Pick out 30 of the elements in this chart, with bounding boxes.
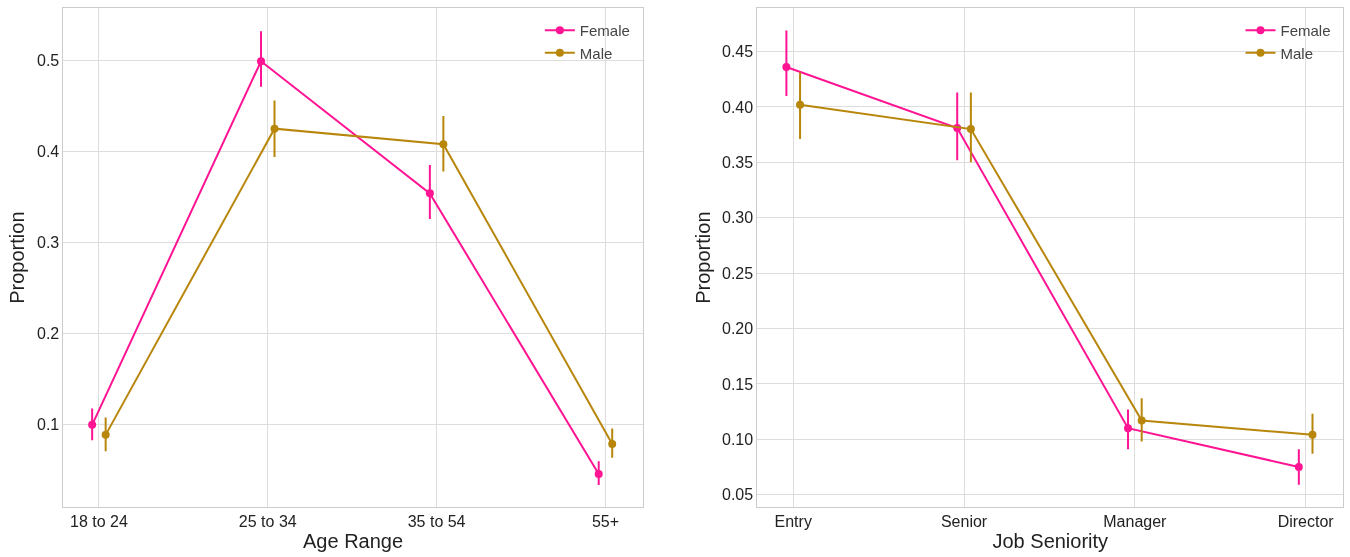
y-tick-label: 0.30	[722, 209, 754, 227]
y-axis-title: Proportion	[6, 211, 29, 304]
y-tick-label: 0.10	[722, 430, 754, 448]
y-tick-label: 0.4	[37, 143, 60, 161]
y-axis-title: Proportion	[691, 211, 714, 304]
y-tick-label: 0.25	[722, 264, 754, 282]
y-tick-label: 0.3	[37, 234, 60, 252]
y-tick-label: 0.15	[722, 375, 754, 393]
x-tick-label: Director	[1277, 513, 1335, 531]
legend-label: Female	[579, 22, 630, 40]
legend-label: Male	[1280, 44, 1314, 62]
legend-label: Female	[1280, 22, 1331, 40]
x-tick-label: 25 to 34	[238, 513, 297, 531]
y-tick-label: 0.2	[37, 325, 60, 343]
y-tick-label: 0.45	[722, 43, 754, 61]
legend-label: Male	[579, 44, 613, 62]
y-tick-label: 0.35	[722, 153, 754, 171]
x-axis-title: Job Seniority	[992, 530, 1109, 553]
y-tick-label: 0.5	[37, 51, 60, 69]
x-tick-label: Senior	[940, 513, 988, 531]
y-tick-label: 0.1	[37, 416, 60, 434]
y-tick-label: 0.05	[722, 486, 754, 504]
x-tick-label: 18 to 24	[70, 513, 128, 531]
x-tick-label: Entry	[774, 513, 812, 531]
x-axis-title: Age Range	[302, 529, 404, 552]
x-tick-label: 55+	[591, 513, 620, 531]
x-tick-label: 35 to 54	[407, 513, 466, 531]
x-tick-label: Manager	[1103, 513, 1168, 531]
y-tick-label: 0.20	[722, 320, 754, 338]
y-tick-label: 0.40	[722, 98, 754, 116]
